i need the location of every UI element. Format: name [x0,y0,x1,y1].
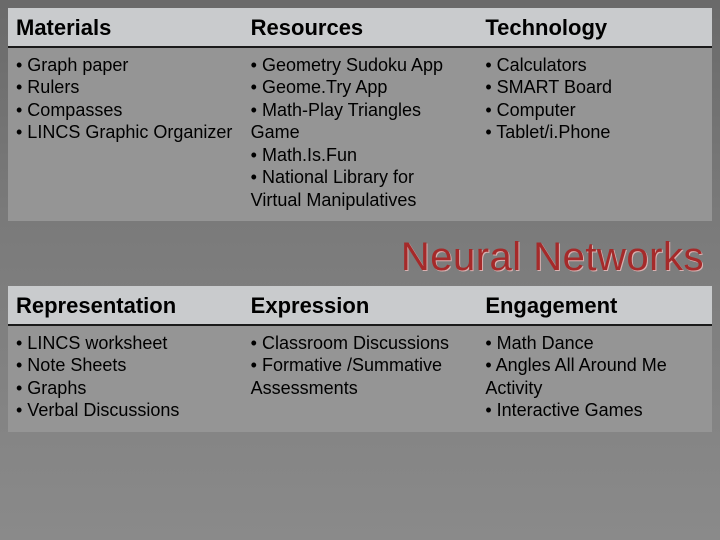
bullet: • LINCS worksheet [16,332,235,355]
table-header-row: Materials Resources Technology [8,8,712,47]
bullet: • Math-Play Triangles Game [251,99,470,144]
cell-materials: • Graph paper • Rulers • Compasses • LIN… [8,47,243,222]
bullet: • Tablet/i.Phone [485,121,704,144]
bullet: • Math Dance [485,332,704,355]
bullet: • Compasses [16,99,235,122]
bullet: • Interactive Games [485,399,704,422]
col-header-technology: Technology [477,8,712,47]
bullet: • National Library for Virtual Manipulat… [251,166,470,211]
col-header-expression: Expression [243,286,478,325]
bullet: • Graphs [16,377,235,400]
bullet: • Geome.Try App [251,76,470,99]
bullet: • SMART Board [485,76,704,99]
cell-expression: • Classroom Discussions • Formative /Sum… [243,325,478,432]
col-header-engagement: Engagement [477,286,712,325]
bullet: • Angles All Around Me Activity [485,354,704,399]
cell-technology: • Calculators • SMART Board • Computer •… [477,47,712,222]
table-header-row: Representation Expression Engagement [8,286,712,325]
col-header-representation: Representation [8,286,243,325]
table-ree: Representation Expression Engagement • L… [8,286,712,432]
col-header-materials: Materials [8,8,243,47]
bullet: • Classroom Discussions [251,332,470,355]
bullet: • Rulers [16,76,235,99]
bullet: • Computer [485,99,704,122]
cell-representation: • LINCS worksheet • Note Sheets • Graphs… [8,325,243,432]
bullet: • Geometry Sudoku App [251,54,470,77]
bullet: • LINCS Graphic Organizer [16,121,235,144]
slide: Materials Resources Technology • Graph p… [8,8,712,532]
bullet: • Graph paper [16,54,235,77]
col-header-resources: Resources [243,8,478,47]
cell-resources: • Geometry Sudoku App • Geome.Try App • … [243,47,478,222]
bullet: • Note Sheets [16,354,235,377]
bullet: • Verbal Discussions [16,399,235,422]
section-heading-row: Neural Networks [8,223,712,286]
table-row: • LINCS worksheet • Note Sheets • Graphs… [8,325,712,432]
cell-engagement: • Math Dance • Angles All Around Me Acti… [477,325,712,432]
table-mrt: Materials Resources Technology • Graph p… [8,8,712,221]
bullet: • Math.Is.Fun [251,144,470,167]
section-heading: Neural Networks [401,235,704,279]
bullet: • Formative /Summative Assessments [251,354,470,399]
table-row: • Graph paper • Rulers • Compasses • LIN… [8,47,712,222]
bullet: • Calculators [485,54,704,77]
